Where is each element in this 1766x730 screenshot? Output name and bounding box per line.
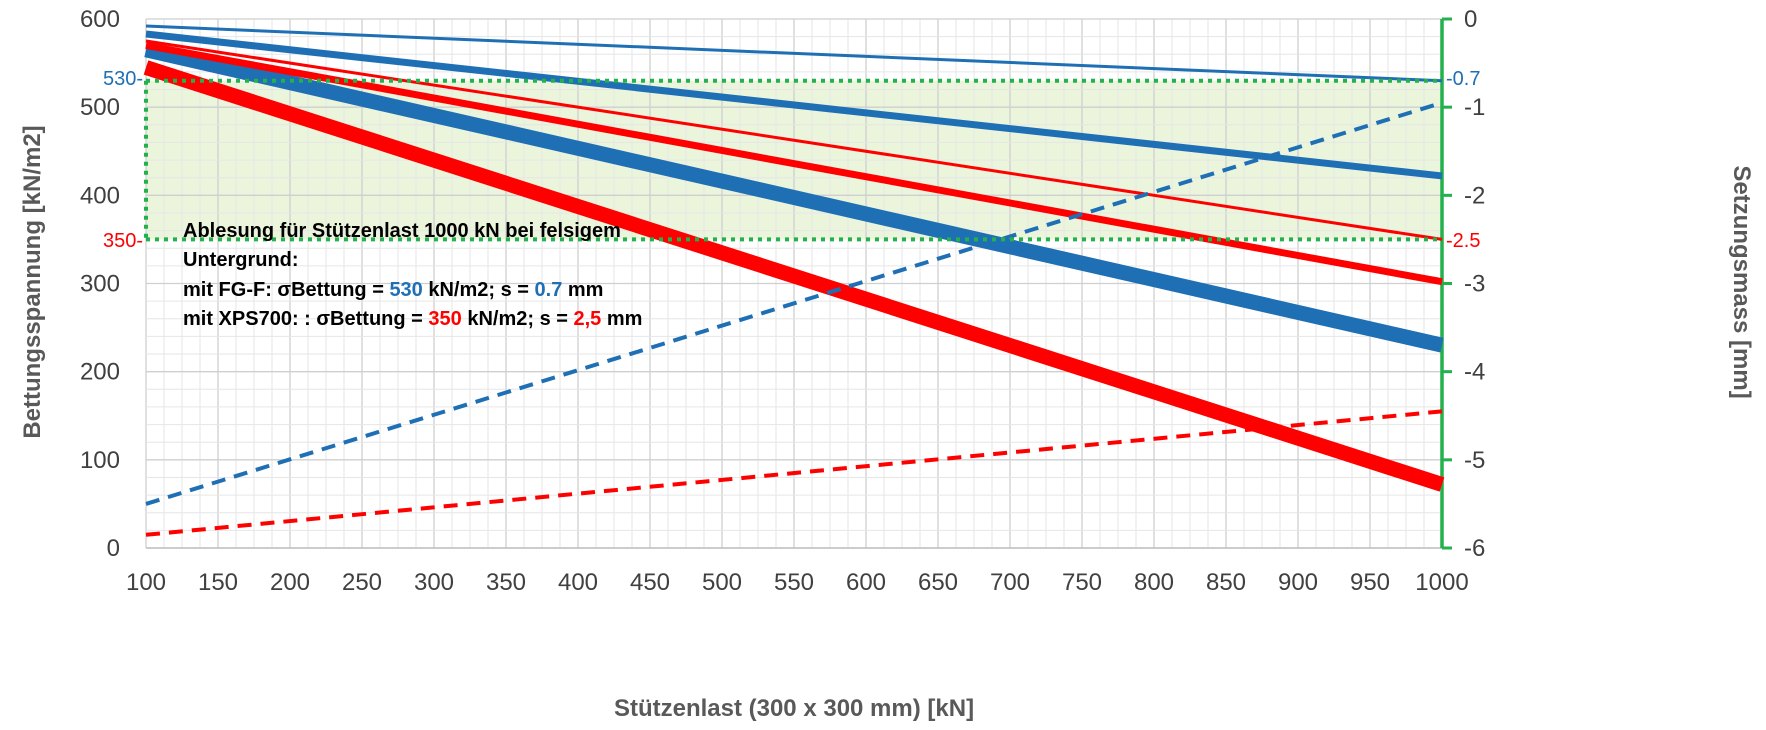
grid [145, 18, 1443, 549]
series-group [143, 24, 1445, 537]
x-tick-label: 100 [126, 569, 166, 596]
y-right-tick-label: 0 [1464, 6, 1477, 33]
left-label-530: 530- [103, 68, 143, 90]
x-tick-label: 650 [918, 569, 958, 596]
y-left-tick-label: 600 [80, 6, 120, 33]
series-line-4-red-solid-thin [145, 39, 1443, 241]
note-line-1: Ablesung für Stützenlast 1000 kN bei fel… [183, 220, 621, 242]
series-line-6-red-solid-thick [143, 60, 1445, 492]
x-tick-label: 400 [558, 569, 598, 596]
x-tick-label: 150 [198, 569, 238, 596]
series-line-1-blue-solid-thin [145, 24, 1443, 83]
x-tick-label: 700 [990, 569, 1030, 596]
x-tick-label: 250 [342, 569, 382, 596]
x-tick-label: 600 [846, 569, 886, 596]
y-axis-right-title: Setzungsmass [mm] [1728, 165, 1755, 398]
x-tick-label: 300 [414, 569, 454, 596]
y-right-tick-label: -5 [1464, 447, 1485, 474]
y-left-tick-label: 300 [80, 271, 120, 298]
x-axis-title: Stützenlast (300 x 300 mm) [kN] [614, 695, 974, 722]
note-line-3-suffix: mm [562, 279, 603, 301]
axes [146, 17, 1452, 550]
note-line-3-prefix: mit FG-F: σBettung = [183, 279, 389, 301]
note-line-4: mit XPS700: : σBettung = 350 kN/m2; s = … [183, 308, 642, 330]
y-right-tick-label: -1 [1464, 94, 1485, 121]
y-left-tick-label: 500 [80, 94, 120, 121]
tick-labels: 100 150 200 250 300 350 400 450 500 550 600 650 700 7… [80, 6, 1485, 596]
y-right-tick-label: -3 [1464, 271, 1485, 298]
note-line-2: Untergrund: [183, 249, 299, 271]
note-line-4-suffix: mm [601, 308, 642, 330]
x-tick-label: 950 [1350, 569, 1390, 596]
note-line-4-prefix: mit XPS700: : σBettung = [183, 308, 428, 330]
note-xps-stress: 350 [428, 308, 461, 330]
x-tick-label: 900 [1278, 569, 1318, 596]
y-left-tick-label: 0 [107, 535, 120, 562]
note-line-3-mid: kN/m2; s = [423, 279, 535, 301]
note-fg-f-stress: 530 [389, 279, 422, 301]
x-tick-label: 200 [270, 569, 310, 596]
right-label-25: -2.5 [1446, 230, 1480, 252]
y-right-tick-label: -4 [1464, 359, 1485, 386]
series-line-3-blue-solid-thick [144, 42, 1444, 353]
x-tick-label: 800 [1134, 569, 1174, 596]
x-tick-label: 750 [1062, 569, 1102, 596]
y-right-tick-label: -6 [1464, 535, 1485, 562]
y-right-tick-label: -2 [1464, 182, 1485, 209]
reading-zone-border-group [144, 78, 1442, 242]
series-line-7-blue-dashed-medium [145, 100, 1443, 506]
note-xps-settlement: 2,5 [573, 308, 601, 330]
series-line-8-red-dashed-medium [145, 409, 1443, 537]
note-line-3: mit FG-F: σBettung = 530 kN/m2; s = 0.7 … [183, 279, 603, 301]
left-label-350: 350- [103, 230, 143, 252]
note-line-4-mid: kN/m2; s = [462, 308, 574, 330]
x-tick-label: 550 [774, 569, 814, 596]
x-tick-label: 350 [486, 569, 526, 596]
x-tick-label: 1000 [1415, 569, 1468, 596]
series-line-2-blue-solid-medium [145, 30, 1443, 180]
series-line-5-red-solid-medium [145, 42, 1443, 286]
note-fg-f-settlement: 0.7 [535, 279, 563, 301]
y-left-tick-label: 200 [80, 359, 120, 386]
y-axis-left-title: Bettungsspannung [kN/m2] [19, 125, 46, 438]
y-left-tick-label: 400 [80, 182, 120, 209]
y-left-tick-label: 100 [80, 447, 120, 474]
x-tick-label: 500 [702, 569, 742, 596]
x-tick-label: 450 [630, 569, 670, 596]
right-label-07: -0.7 [1446, 68, 1480, 90]
x-tick-label: 850 [1206, 569, 1246, 596]
